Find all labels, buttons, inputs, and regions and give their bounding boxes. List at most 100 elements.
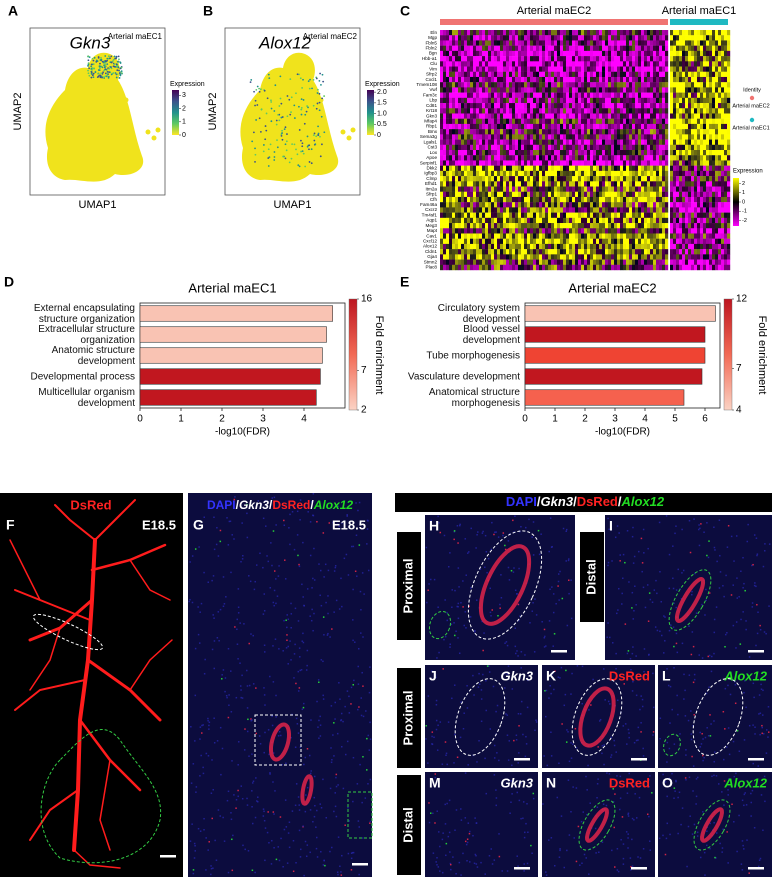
heatmap-cell [467,139,471,145]
heatmap-cell [611,176,615,182]
heatmap-cell [590,61,594,67]
heatmap-cell [542,118,546,125]
heatmap-cell [521,233,525,239]
heatmap-cell [452,56,456,62]
cell [311,87,313,90]
heatmap-cell [464,129,468,135]
heatmap-cell [521,139,525,145]
heatmap-cell [709,155,713,161]
colorbar-tick-label: 7 [736,363,742,374]
heatmap-cell [563,139,567,145]
heatmap-cell [470,217,474,224]
heatmap-cell [653,139,657,145]
heatmap-cell [560,118,564,125]
cell [252,131,255,134]
cell [316,92,319,94]
heatmap-cell [709,92,713,99]
heatmap-cell [676,254,680,260]
heatmap-cell [548,103,552,109]
heatmap-cell [697,155,701,161]
heatmap-cell [494,238,498,245]
cell [259,130,262,133]
heatmap-cell [458,35,462,41]
heatmap-cell [524,170,528,177]
heatmap-cell [587,186,591,192]
heatmap-cell [647,264,651,271]
heatmap-cell [470,202,474,208]
heatmap-cell [458,71,462,78]
cell [109,61,112,64]
heatmap-cell [467,82,471,88]
heatmap-cell [653,30,657,36]
heatmap-cell [545,165,549,172]
heatmap-cell [539,176,543,182]
heatmap-cell [682,207,686,213]
heatmap-cell [623,71,627,78]
heatmap-cell [533,165,537,172]
heatmap-cell [485,176,489,182]
heatmap-cell [467,249,471,255]
heatmap-cell [524,176,528,182]
heatmap-cell [467,181,471,187]
heatmap-cell [629,87,633,93]
heatmap-cell [611,223,615,229]
heatmap-cell [545,123,549,130]
heatmap-cell [557,160,561,166]
heatmap-cell [721,56,725,62]
heatmap-cell [712,35,716,41]
heatmap-cell [566,212,570,219]
heatmap-cell [718,202,722,208]
heatmap-cell [503,103,507,109]
heatmap-cell [662,181,666,187]
heatmap-cell [551,97,555,104]
speckle [227,647,230,650]
heatmap-cell [596,87,600,93]
heatmap-cell [509,118,513,125]
speckle [240,560,242,563]
heatmap-cell [703,155,707,161]
heatmap-cell [512,76,516,83]
heatmap-cell [647,82,651,88]
heatmap-cell [575,223,579,229]
heatmap-cell [682,243,686,250]
heatmap-cell [518,249,522,255]
heatmap-cell [539,228,543,234]
heatmap-cell [697,71,701,78]
heatmap-cell [644,56,648,62]
heatmap-cell [647,56,651,62]
heatmap-cell [542,170,546,177]
gene-label: Plac8 [426,265,438,270]
heatmap-cell [596,223,600,229]
heatmap-cell [682,212,686,219]
cell [260,88,262,91]
heatmap-cell [443,129,447,135]
vessel-branch [72,538,97,852]
heatmap-cell [721,202,725,208]
heatmap-cell [632,134,636,140]
heatmap-cell [566,217,570,224]
heatmap-cell [458,181,462,187]
heatmap-cell [455,233,459,239]
heatmap-cell [503,56,507,62]
heatmap-cell [688,212,692,219]
heatmap-cell [682,71,686,78]
heatmap-cell [620,82,624,88]
heatmap-cell [694,82,698,88]
heatmap-cell [572,45,576,52]
heatmap-cell [527,176,531,182]
cell [119,61,122,64]
gene-label: Cldn1 [425,249,437,254]
heatmap-cell [485,202,489,208]
heatmap-cell [452,30,456,36]
heatmap-cell [464,223,468,229]
heatmap-cell [623,160,627,166]
heatmap-cell [581,202,585,208]
heatmap-cell [676,170,680,177]
heatmap-cell [605,238,609,245]
heatmap-cell [635,118,639,125]
heatmap-cell [545,170,549,177]
cell [106,63,109,66]
colorbar-tick-label: -1 [742,209,747,215]
colorbar-tick-label: 0 [377,132,381,139]
heatmap-cell [587,233,591,239]
